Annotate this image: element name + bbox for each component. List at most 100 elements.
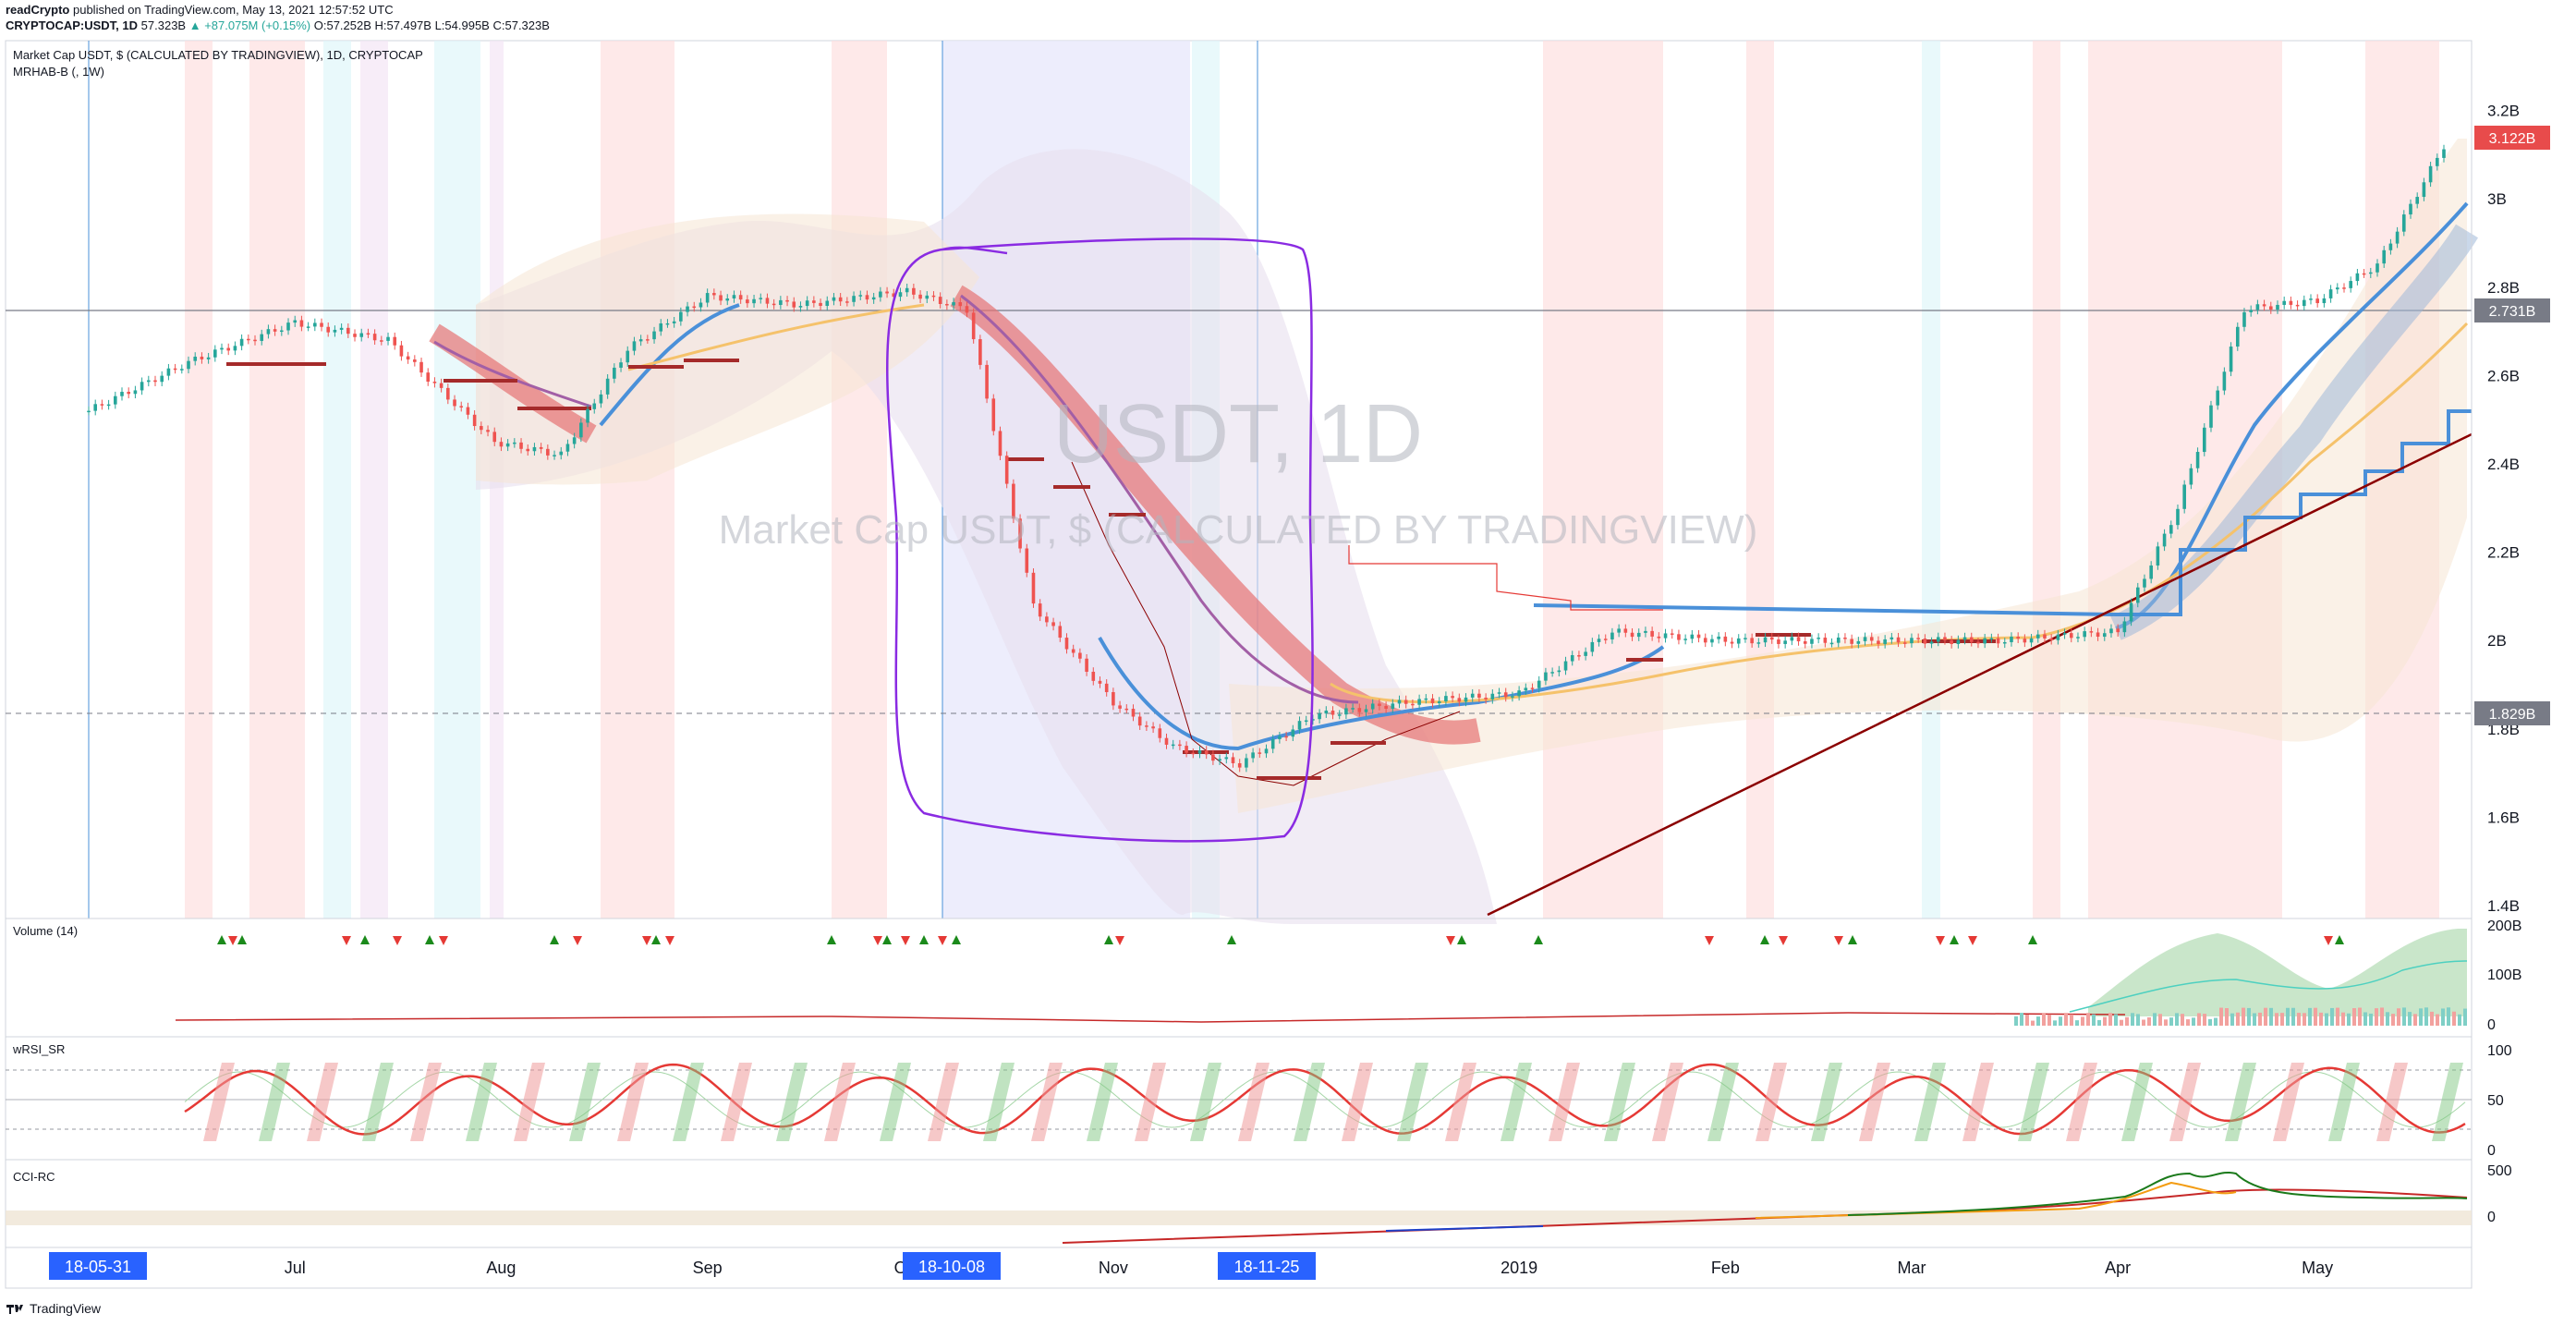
- candle-body: [1983, 638, 1987, 644]
- candle-body: [2029, 638, 2034, 643]
- cci-tick-label: 0: [2487, 1210, 2496, 1225]
- bg-stripe: [832, 41, 887, 918]
- candle-body: [2262, 304, 2266, 307]
- wrsi-oscillator: [184, 1063, 2466, 1141]
- candle-body: [1623, 628, 1628, 633]
- volume-bar: [2380, 1007, 2384, 1026]
- candle-body: [1237, 762, 1242, 768]
- candle-body: [626, 350, 630, 363]
- watermark-small: Market Cap USDT, $ (CALCULATED BY TRADIN…: [719, 507, 1758, 553]
- buy-triangle: [360, 935, 370, 944]
- volume-ma: [2069, 960, 2468, 1013]
- time-axis[interactable]: JulAugSepOctNov2019FebMarAprMay: [285, 1259, 2333, 1277]
- candle-body: [1370, 703, 1375, 710]
- candle-body: [1251, 752, 1255, 759]
- candle-body: [459, 406, 464, 408]
- candle-body: [1929, 641, 1934, 644]
- candle-body: [912, 287, 916, 295]
- annotation-loop: [885, 237, 1314, 843]
- buy-triangle: [2335, 935, 2344, 944]
- candle-body: [2043, 634, 2047, 639]
- sell-triangle: [1968, 936, 1977, 945]
- badge-last-bg: [2474, 126, 2550, 150]
- candle-body: [638, 339, 643, 342]
- candle-body: [1403, 699, 1408, 704]
- volume-bar: [2020, 1013, 2023, 1026]
- volume-bar: [2258, 1012, 2262, 1026]
- candle-body: [1451, 696, 1454, 699]
- wrsi-drop-band: [2376, 1063, 2408, 1141]
- candle-body: [938, 297, 942, 304]
- volume-band: [2088, 929, 2467, 1016]
- candle-body: [971, 312, 976, 340]
- wrsi-drop-band: [2066, 1063, 2097, 1141]
- candle-body: [1936, 637, 1940, 642]
- candle-body: [406, 356, 410, 360]
- candle-body: [1197, 750, 1202, 754]
- price-tick-label: 3.2B: [2487, 103, 2520, 120]
- candle-body: [1763, 637, 1768, 643]
- sell-triangle: [2324, 936, 2333, 945]
- candle-body: [1051, 622, 1055, 627]
- wrsi-tick-label: 0: [2487, 1143, 2496, 1159]
- candle-body: [1690, 634, 1695, 639]
- volume-bar: [2042, 1013, 2046, 1026]
- sell-triangle: [938, 936, 947, 945]
- wrsi-drop-band: [617, 1063, 649, 1141]
- candle-body: [1258, 752, 1262, 754]
- candle-body: [965, 306, 969, 313]
- candle-body: [1717, 636, 1720, 639]
- price-tick-label: 2.8B: [2487, 279, 2520, 297]
- candle-body: [1291, 729, 1295, 737]
- volume-bar: [2452, 1011, 2456, 1026]
- wrsi-rise-band: [259, 1063, 290, 1141]
- candle-body: [1045, 616, 1049, 623]
- candle-body: [1617, 628, 1621, 633]
- candle-body: [519, 442, 523, 449]
- candle-body: [1124, 708, 1129, 711]
- volume-bar: [2386, 1012, 2389, 1026]
- candle-body: [2295, 304, 2300, 307]
- candle-body: [399, 345, 404, 357]
- wrsi-rise-band: [1087, 1063, 1118, 1141]
- volume-bar: [2036, 1016, 2040, 1026]
- time-tick-label: Sep: [693, 1259, 723, 1277]
- candle-body: [2202, 427, 2206, 453]
- candle-body: [1098, 680, 1102, 684]
- candle-body: [1511, 696, 1514, 698]
- volume-tick-label: 0: [2487, 1017, 2496, 1033]
- volume-bar: [2230, 1013, 2234, 1026]
- candle-body: [2409, 203, 2412, 215]
- candle-body: [1677, 634, 1681, 640]
- volume-bar: [2308, 1007, 2312, 1026]
- candle-body: [1164, 737, 1169, 745]
- candle-body: [1137, 716, 1142, 726]
- symbol-line: CRYPTOCAP:USDT, 1D 57.323B ▲ +87.075M (+…: [6, 18, 550, 32]
- candle-body: [871, 297, 876, 300]
- candle-body: [1118, 705, 1122, 709]
- candle-body: [998, 431, 1002, 456]
- volume-bar: [2086, 1013, 2090, 1026]
- candle-body: [546, 448, 550, 456]
- wrsi-drop-band: [1652, 1063, 1683, 1141]
- candle-body: [2368, 272, 2373, 274]
- candle-body: [852, 296, 856, 302]
- candle-body: [2083, 631, 2086, 638]
- wrsi-rise-band: [362, 1063, 394, 1141]
- time-tick-label: Nov: [1099, 1259, 1128, 1277]
- candle-body: [2129, 602, 2133, 622]
- candle-body: [486, 430, 490, 432]
- candle-body: [187, 360, 190, 370]
- candle-body: [1869, 637, 1874, 641]
- candle-body: [539, 446, 543, 449]
- candle-body: [732, 295, 736, 298]
- candle-body: [1151, 726, 1155, 729]
- badge-hline-bg: [2474, 298, 2550, 322]
- volume-bar: [2303, 1013, 2306, 1026]
- volume-bar: [2208, 1018, 2212, 1026]
- candle-body: [1430, 698, 1435, 704]
- sell-triangle: [1115, 936, 1124, 945]
- wrsi-drop-band: [1962, 1063, 1994, 1141]
